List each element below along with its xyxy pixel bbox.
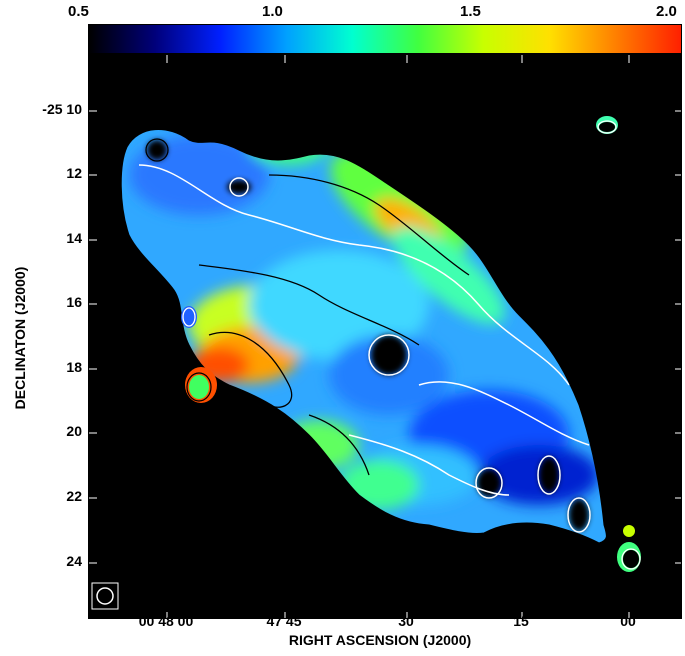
x-axis-label: RIGHT ASCENSION (J2000): [288, 632, 472, 648]
colorbar-label-min: 0.5: [68, 3, 89, 20]
y-tick-label: 20: [66, 423, 82, 439]
blob-top-right: [596, 116, 618, 134]
blob-bottom-right: [617, 525, 641, 572]
y-tick-label: 18: [66, 359, 82, 375]
y-tick-label: 22: [66, 488, 82, 504]
blob-left-upper: [181, 306, 197, 328]
y-tick-label: 16: [66, 294, 82, 310]
galaxy-emission: [121, 129, 607, 543]
beam-ellipse-icon: [91, 582, 119, 610]
x-tick-label: 47 45: [266, 613, 302, 629]
colorbar-label-max: 2.0: [656, 3, 677, 20]
y-tick-label: -25 10: [42, 101, 82, 117]
x-tick-label: 00: [620, 613, 636, 629]
y-tick-label: 14: [66, 230, 82, 246]
colorbar: [88, 24, 682, 54]
y-axis-label: DECLINATON (J2000): [12, 266, 28, 410]
radio-map: [88, 54, 682, 619]
blob-left-lower: [185, 367, 217, 403]
colorbar-label-1-5: 1.5: [460, 3, 481, 20]
y-tick-label: 24: [66, 553, 82, 569]
y-tick-label: 12: [66, 165, 82, 181]
x-tick-label: 00 48 00: [138, 613, 194, 629]
x-tick-label: 15: [513, 613, 529, 629]
colorbar-label-1: 1.0: [262, 3, 283, 20]
x-tick-label: 30: [398, 613, 414, 629]
spectral-index-map: [89, 55, 681, 618]
axis-ticks: [89, 55, 681, 618]
